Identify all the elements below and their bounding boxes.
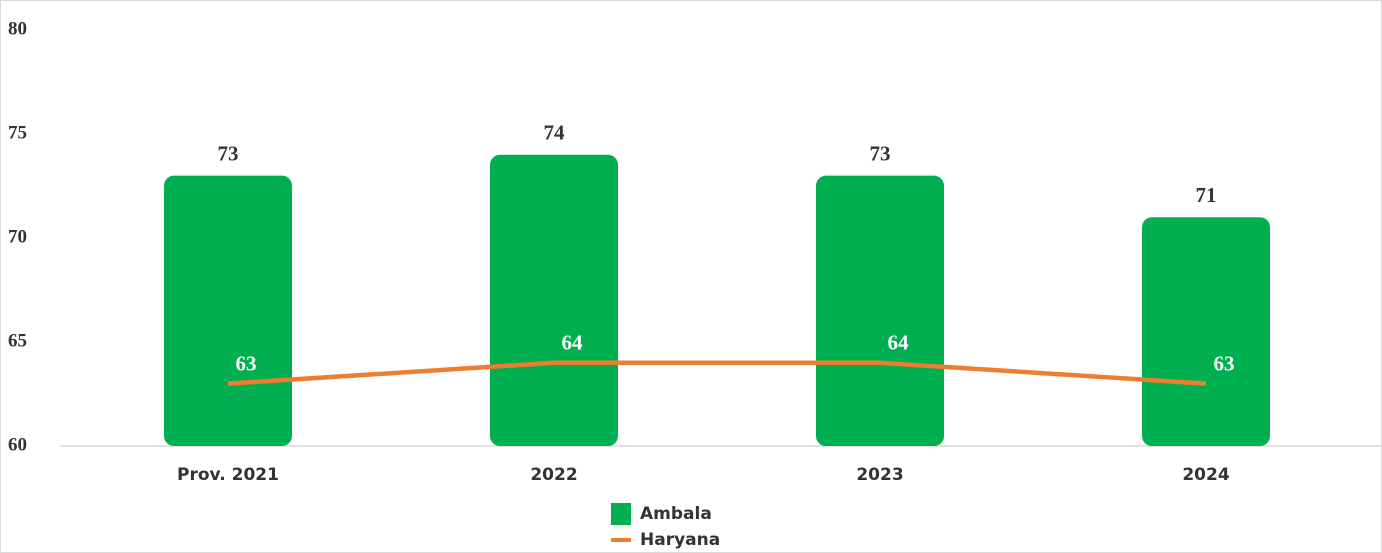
bar — [164, 175, 292, 446]
x-tick-label: Prov. 2021 — [177, 465, 279, 485]
data-label: 63 — [236, 351, 257, 375]
data-label: 73 — [870, 141, 891, 165]
data-label: 71 — [1196, 183, 1217, 207]
line — [227, 360, 1207, 386]
y-tick-label: 65 — [8, 330, 27, 351]
y-tick-label: 70 — [8, 226, 27, 247]
data-label: 73 — [218, 141, 239, 165]
data-label: 64 — [562, 331, 584, 355]
legend-label: Haryana — [640, 530, 720, 550]
data-label: 74 — [544, 121, 566, 145]
legend-label: Ambala — [640, 504, 712, 524]
bar — [490, 154, 618, 447]
data-label: 64 — [888, 331, 910, 355]
x-tick-label: 2023 — [856, 465, 903, 485]
y-tick-label: 80 — [8, 18, 27, 39]
x-tick-label: 2024 — [1182, 465, 1229, 485]
bar — [1142, 217, 1270, 446]
data-label: 63 — [1214, 351, 1235, 375]
x-tick-label: 2022 — [530, 465, 577, 485]
legend-swatch — [611, 503, 631, 525]
bar — [816, 175, 944, 446]
y-tick-label: 60 — [8, 434, 27, 455]
y-tick-label: 75 — [8, 122, 27, 143]
